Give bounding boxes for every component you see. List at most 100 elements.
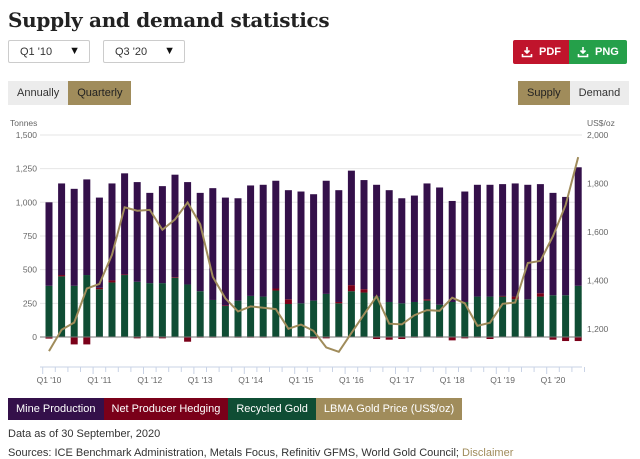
bar-recycled-gold (398, 303, 406, 337)
tab-annually[interactable]: Annually (8, 81, 69, 105)
bar-mine-production (385, 190, 393, 302)
bar-net-producer-hedging (360, 289, 368, 293)
bar-mine-production (436, 187, 444, 305)
download-pdf-button[interactable]: PDF (513, 40, 569, 64)
to-period-value: Q3 '20 (115, 46, 148, 58)
x-tick-label: Q1 '14 (238, 375, 263, 385)
y2-tick-label: 2,000 (587, 130, 609, 140)
to-period-select[interactable]: Q3 '20 ▼ (103, 40, 185, 63)
bar-mine-production (423, 183, 431, 300)
bar-net-producer-hedging (373, 337, 381, 340)
bar-mine-production (536, 184, 544, 294)
legend-item-net-producer-hedging[interactable]: Net Producer Hedging (103, 398, 229, 420)
sources-label: Sources: ICE Benchmark Administration, M… (8, 447, 463, 459)
bar-recycled-gold (171, 277, 179, 337)
bar-mine-production (486, 184, 494, 297)
bar-net-producer-hedging (486, 337, 494, 340)
bar-recycled-gold (549, 295, 557, 337)
bar-net-producer-hedging (95, 287, 103, 290)
from-period-value: Q1 '10 (20, 46, 53, 58)
bar-recycled-gold (436, 304, 444, 337)
bar-mine-production (95, 197, 103, 288)
bar-recycled-gold (486, 296, 494, 337)
bar-net-producer-hedging (347, 285, 355, 292)
disclaimer-link[interactable]: Disclaimer (462, 447, 514, 459)
bar-net-producer-hedging (562, 337, 570, 342)
bar-mine-production (524, 184, 532, 300)
bar-recycled-gold (310, 300, 318, 337)
bar-recycled-gold (385, 301, 393, 337)
bar-recycled-gold (461, 301, 469, 337)
bar-net-producer-hedging (511, 296, 519, 300)
legend-item-lbma-gold-price[interactable]: LBMA Gold Price (US$/oz) (315, 398, 463, 420)
bar-recycled-gold (574, 285, 582, 337)
bar-mine-production (259, 184, 267, 297)
y-tick-label: 500 (23, 265, 37, 275)
bar-mine-production (549, 192, 557, 296)
bar-net-producer-hedging (448, 337, 456, 341)
bar-recycled-gold (562, 295, 570, 337)
bar-recycled-gold (410, 301, 418, 337)
caret-down-icon: ▼ (69, 45, 80, 57)
bar-mine-production (83, 179, 91, 276)
x-tick-label: Q1 '12 (137, 375, 162, 385)
bar-net-producer-hedging (83, 337, 91, 345)
y2-tick-label: 1,200 (587, 324, 609, 334)
x-tick-label: Q1 '10 (37, 375, 62, 385)
tab-quarterly[interactable]: Quarterly (68, 81, 132, 105)
bar-mine-production (398, 198, 406, 304)
legend-item-mine-production[interactable]: Mine Production (8, 398, 104, 420)
tab-supply[interactable]: Supply (518, 81, 570, 105)
bar-recycled-gold (158, 283, 166, 337)
bar-recycled-gold (499, 296, 507, 337)
bar-recycled-gold (209, 299, 217, 337)
download-png-button[interactable]: PNG (569, 40, 627, 64)
bar-mine-production (108, 183, 116, 281)
x-tick-label: Q1 '20 (541, 375, 566, 385)
y-tick-label: 1,000 (16, 197, 38, 207)
from-period-select[interactable]: Q1 '10 ▼ (8, 40, 90, 63)
bar-mine-production (461, 191, 469, 302)
tab-demand[interactable]: Demand (569, 81, 630, 105)
bar-recycled-gold (83, 275, 91, 337)
x-tick-label: Q1 '18 (440, 375, 465, 385)
bar-recycled-gold (473, 296, 481, 337)
bar-net-producer-hedging (158, 337, 166, 339)
bar-mine-production (499, 184, 507, 296)
sources-text: Sources: ICE Benchmark Administration, M… (8, 447, 513, 459)
y-tick-label: 1,500 (16, 130, 38, 140)
bar-mine-production (133, 182, 141, 282)
bar-recycled-gold (347, 291, 355, 337)
bar-net-producer-hedging (423, 299, 431, 301)
y-tick-label: 750 (23, 231, 37, 241)
bar-net-producer-hedging (221, 305, 229, 307)
bar-net-producer-hedging (108, 280, 116, 283)
y-tick-label: 0 (32, 332, 37, 342)
y-tick-label: 250 (23, 298, 37, 308)
bar-mine-production (221, 197, 229, 306)
bar-net-producer-hedging (284, 299, 292, 304)
bar-recycled-gold (234, 300, 242, 337)
bar-recycled-gold (70, 285, 78, 337)
legend-item-recycled-gold[interactable]: Recycled Gold (228, 398, 316, 420)
chart-legend: Mine Production Net Producer Hedging Rec… (8, 398, 463, 420)
bar-mine-production (297, 191, 305, 304)
bar-net-producer-hedging (335, 301, 343, 304)
bar-recycled-gold (297, 303, 305, 337)
bar-net-producer-hedging (385, 337, 393, 340)
bar-mine-production (347, 170, 355, 286)
bar-net-producer-hedging (536, 293, 544, 297)
bar-mine-production (146, 192, 154, 284)
y-tick-label: 1,250 (16, 164, 38, 174)
bar-mine-production (562, 196, 570, 296)
bar-net-producer-hedging (322, 337, 330, 339)
bar-net-producer-hedging (499, 295, 507, 297)
bar-mine-production (310, 194, 318, 301)
y2-tick-label: 1,400 (587, 276, 609, 286)
bar-recycled-gold (146, 283, 154, 337)
bar-recycled-gold (322, 293, 330, 337)
bar-recycled-gold (196, 291, 204, 337)
bar-net-producer-hedging (549, 337, 557, 340)
bar-mine-production (373, 184, 381, 297)
bar-net-producer-hedging (310, 337, 318, 339)
